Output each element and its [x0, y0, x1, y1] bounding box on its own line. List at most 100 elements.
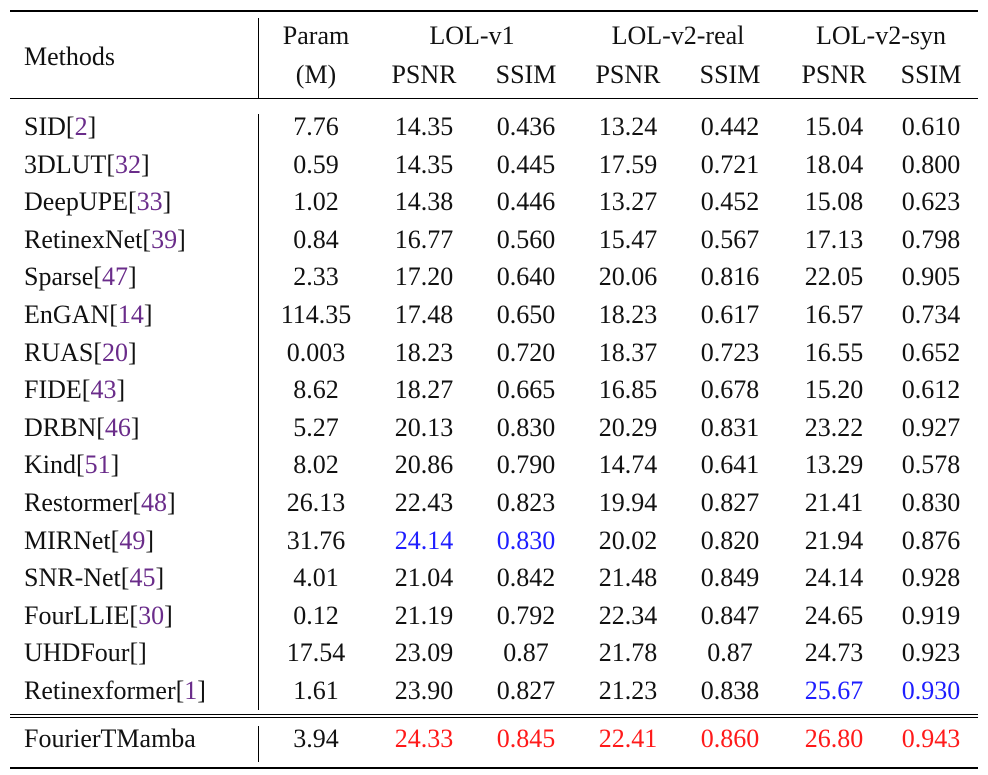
method-name: MIRNet[49]	[24, 525, 155, 555]
method-label: MIRNet	[24, 525, 111, 555]
header-rule	[10, 98, 978, 99]
psnr-value: 22.34	[598, 600, 658, 630]
param-value: 4.01	[293, 563, 339, 593]
citation-ref[interactable]: 32	[115, 149, 141, 179]
header-metric-ssim: SSIM	[900, 60, 962, 89]
ssim-value: 0.452	[700, 187, 760, 217]
ssim-value: 0.830	[496, 525, 556, 555]
citation-ref[interactable]: 30	[138, 600, 165, 630]
method-label: Sparse	[24, 262, 94, 292]
param-value: 3.94	[293, 724, 339, 753]
citation-ref[interactable]: 43	[90, 375, 117, 405]
method-label: RUAS	[24, 337, 94, 367]
ssim-value: 0.845	[496, 724, 556, 753]
method-name: FourierTMamba	[24, 724, 196, 754]
ssim-value: 0.652	[901, 337, 961, 367]
psnr-value: 18.23	[598, 300, 658, 329]
psnr-value: 16.55	[804, 337, 864, 367]
ssim-value: 0.578	[901, 450, 961, 480]
header-param: Param	[282, 21, 350, 50]
ssim-value: 0.665	[496, 375, 556, 405]
psnr-value: 22.43	[394, 488, 454, 517]
ssim-value: 0.442	[700, 112, 760, 141]
method-label: Kind	[24, 450, 76, 480]
citation-ref[interactable]: 14	[117, 300, 144, 329]
ssim-value: 0.876	[901, 525, 961, 555]
header-methods: Methods	[24, 42, 115, 71]
ssim-value: 0.640	[496, 262, 556, 292]
header-metric-psnr: PSNR	[595, 60, 661, 89]
psnr-value: 16.77	[394, 224, 454, 254]
ssim-value: 0.847	[700, 600, 760, 630]
method-label: 3DLUT	[24, 149, 107, 179]
citation-ref[interactable]: 49	[119, 525, 146, 555]
citation-ref[interactable]: 33	[136, 187, 163, 217]
method-label: SID	[24, 112, 66, 141]
param-value: 17.54	[286, 638, 346, 668]
psnr-value: 23.90	[394, 676, 454, 705]
citation-ref[interactable]: 45	[129, 563, 156, 593]
psnr-value: 24.65	[804, 600, 864, 630]
ssim-value: 0.838	[700, 676, 760, 705]
citation-ref[interactable]: 51	[84, 450, 111, 480]
method-name: RetinexNet[39]	[24, 224, 186, 254]
ssim-value: 0.842	[496, 563, 556, 593]
param-value: 1.02	[293, 187, 339, 217]
psnr-value: 14.74	[598, 450, 658, 480]
ssim-value: 0.905	[901, 262, 961, 292]
param-value: 0.12	[293, 600, 339, 630]
ssim-value: 0.798	[901, 224, 961, 254]
citation-ref[interactable]: 39	[151, 224, 178, 254]
psnr-value: 26.80	[804, 724, 864, 753]
ssim-value: 0.87	[707, 638, 753, 668]
ssim-value: 0.816	[700, 262, 760, 292]
param-value: 8.02	[293, 450, 339, 480]
ssim-value: 0.436	[496, 112, 556, 141]
param-value: 2.33	[293, 262, 339, 292]
param-value: 7.76	[293, 112, 339, 141]
ssim-value: 0.641	[700, 450, 760, 480]
method-label: EnGAN	[24, 300, 110, 329]
citation-ref[interactable]: 46	[104, 412, 131, 442]
method-name: Sparse[47]	[24, 262, 137, 292]
psnr-value: 15.47	[598, 224, 658, 254]
separator-rule	[10, 717, 978, 718]
header-metric-psnr: PSNR	[801, 60, 867, 89]
psnr-value: 16.57	[804, 300, 864, 329]
method-name: FIDE[43]	[24, 375, 126, 405]
ssim-value: 0.928	[901, 563, 961, 593]
ssim-value: 0.612	[901, 375, 961, 405]
ssim-value: 0.446	[496, 187, 556, 217]
psnr-value: 24.73	[804, 638, 864, 668]
ssim-value: 0.723	[700, 337, 760, 367]
ssim-value: 0.820	[700, 525, 760, 555]
citation-ref[interactable]: 48	[140, 488, 167, 517]
ssim-value: 0.823	[496, 488, 556, 517]
method-label: FourierTMamba	[24, 724, 196, 753]
ssim-value: 0.800	[901, 149, 961, 179]
citation-ref[interactable]: 1	[184, 676, 198, 705]
psnr-value: 14.38	[394, 187, 454, 217]
psnr-value: 20.13	[394, 412, 454, 442]
psnr-value: 20.29	[598, 412, 658, 442]
param-value: 26.13	[286, 488, 346, 517]
psnr-value: 23.22	[804, 412, 864, 442]
param-value: 31.76	[286, 525, 346, 555]
ssim-value: 0.87	[503, 638, 549, 668]
ssim-value: 0.923	[901, 638, 961, 668]
psnr-value: 21.94	[804, 525, 864, 555]
method-name: SID[2]	[24, 112, 97, 141]
ssim-value: 0.849	[700, 563, 760, 593]
method-name: UHDFour[]	[24, 638, 147, 668]
psnr-value: 16.85	[598, 375, 658, 405]
citation-ref[interactable]: 2	[74, 112, 88, 141]
citation-ref[interactable]: 47	[102, 262, 128, 292]
ssim-value: 0.930	[901, 676, 961, 705]
ssim-value: 0.720	[496, 337, 556, 367]
citation-ref[interactable]: 20	[102, 337, 129, 367]
ssim-value: 0.927	[901, 412, 961, 442]
param-value: 8.62	[293, 375, 339, 405]
psnr-value: 18.04	[804, 149, 864, 179]
method-name: SNR-Net[45]	[24, 563, 165, 593]
param-value: 0.003	[286, 337, 346, 367]
